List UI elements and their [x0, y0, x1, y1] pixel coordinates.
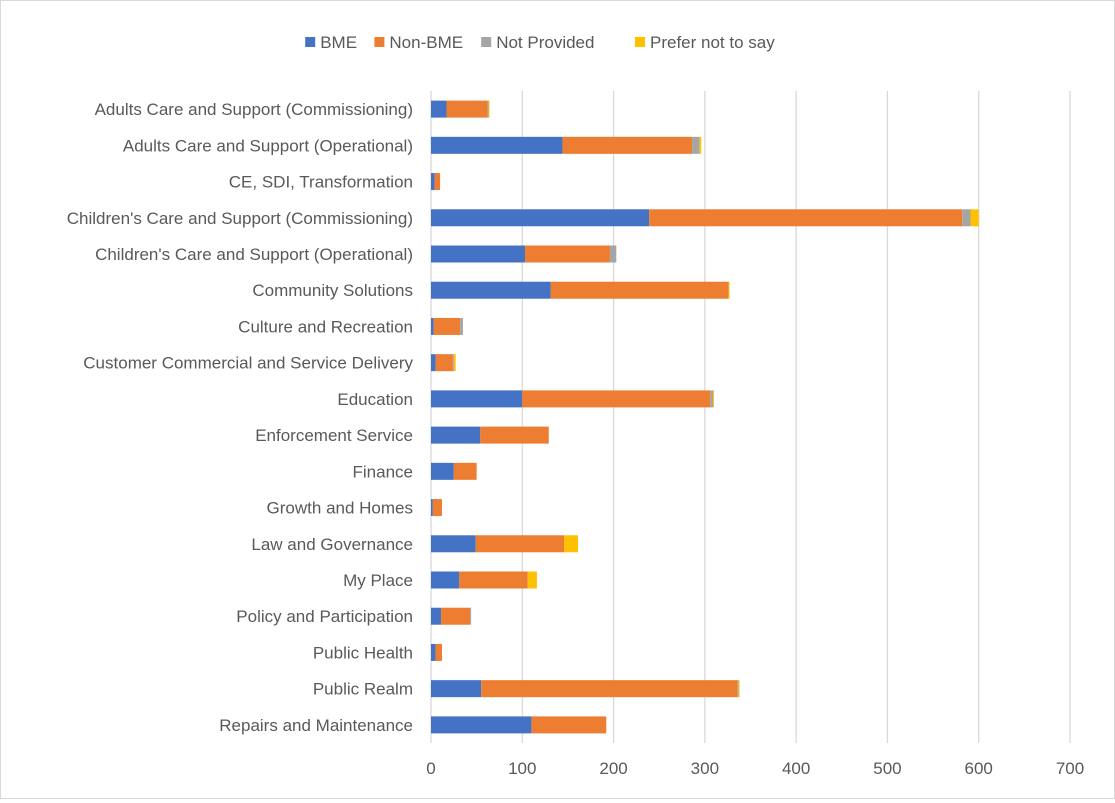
x-tick-label: 200 [599, 759, 627, 778]
bar-segment-non-bme [446, 100, 488, 118]
bar-segment-prefer-not-to-say [564, 535, 578, 553]
category-label: Growth and Homes [267, 499, 413, 518]
bar-segment-bme [431, 499, 433, 517]
bar-segment-not-provided [962, 209, 971, 227]
bar-segment-bme [431, 716, 532, 734]
bar-segment-non-bme [522, 390, 711, 408]
category-label: Policy and Participation [236, 607, 413, 626]
x-tick-label: 100 [508, 759, 536, 778]
bar-segment-non-bme [435, 354, 453, 372]
category-label: Public Health [313, 643, 413, 662]
bar-segment-prefer-not-to-say [728, 281, 730, 299]
bar-segment-not-provided [460, 317, 463, 335]
legend-label: Not Provided [496, 33, 594, 52]
category-label: Repairs and Maintenance [219, 716, 413, 735]
bar-segment-not-provided [609, 245, 617, 263]
x-tick-label: 300 [691, 759, 719, 778]
bar-segment-prefer-not-to-say [738, 680, 740, 698]
category-label: CE, SDI, Transformation [229, 173, 413, 192]
legend-label: Prefer not to say [650, 33, 775, 52]
category-label: Children's Care and Support (Operational… [95, 245, 413, 264]
category-label: Finance [353, 462, 413, 481]
bar-segment-not-provided [737, 680, 739, 698]
bar-segment-prefer-not-to-say [970, 209, 979, 227]
bar-segment-bme [431, 281, 551, 299]
category-label: Enforcement Service [255, 426, 413, 445]
bar-segment-not-provided [487, 100, 489, 118]
category-label: Children's Care and Support (Commissioni… [67, 209, 413, 228]
bar-segment-bme [431, 680, 482, 698]
bar-segment-bme [431, 535, 476, 553]
category-label: Customer Commercial and Service Delivery [83, 354, 413, 373]
category-label: Public Realm [313, 680, 413, 699]
bar-segment-prefer-not-to-say [699, 136, 702, 154]
bar-segment-non-bme [453, 462, 477, 480]
bar-segment-non-bme [432, 499, 442, 517]
category-label: My Place [343, 571, 413, 590]
bar-segment-bme [431, 643, 436, 661]
bar-segment-bme [431, 426, 481, 444]
bar-segment-non-bme [480, 426, 549, 444]
gridlines [430, 91, 1071, 743]
bar-segment-bme [431, 317, 434, 335]
bar-segment-prefer-not-to-say [713, 390, 714, 408]
bar-segment-bme [431, 607, 442, 625]
bar-segment-bme [431, 571, 460, 589]
category-label: Law and Governance [251, 535, 413, 554]
bar-segment-not-provided [452, 354, 454, 372]
x-tick-label: 400 [782, 759, 810, 778]
bar-segment-prefer-not-to-say [527, 571, 537, 589]
bar-segment-bme [431, 390, 523, 408]
bar-segment-bme [431, 354, 436, 372]
bar-segment-non-bme [434, 173, 441, 191]
bar-segment-non-bme [433, 317, 461, 335]
category-labels: Adults Care and Support (Commissioning) A… [67, 100, 414, 735]
x-tick-labels: 0 100 200 300 400 500 600 700 [426, 759, 1084, 778]
bar-segment-non-bme [441, 607, 471, 625]
bar-segment-non-bme [435, 643, 442, 661]
bar-segment-non-bme [562, 136, 693, 154]
bar-segment-bme [431, 462, 454, 480]
bar-segment-not-provided [692, 136, 700, 154]
bar-segment-non-bme [459, 571, 528, 589]
bar-segment-bme [431, 136, 563, 154]
bar-segment-non-bme [649, 209, 963, 227]
legend-label: BME [320, 33, 357, 52]
bar-segment-prefer-not-to-say [488, 100, 490, 118]
legend-swatch [305, 37, 316, 47]
bar-segment-non-bme [531, 716, 607, 734]
x-tick-label: 700 [1056, 759, 1084, 778]
category-label: Adults Care and Support (Commissioning) [95, 100, 413, 119]
legend-label: Non-BME [389, 33, 463, 52]
category-label: Adults Care and Support (Operational) [123, 136, 413, 155]
legend: BME Non-BME Not Provided Prefer not to say [305, 33, 775, 52]
bar-segment-non-bme [481, 680, 738, 698]
category-label: Education [337, 390, 413, 409]
bar-segment-prefer-not-to-say [453, 354, 456, 372]
legend-swatch [635, 37, 645, 47]
bars [431, 100, 979, 734]
bar-segment-non-bme [525, 245, 610, 263]
bar-segment-bme [431, 209, 650, 227]
bar-segment-non-bme [475, 535, 565, 553]
bar-segment-not-provided [470, 607, 472, 625]
bar-segment-bme [431, 173, 435, 191]
legend-swatch [481, 37, 492, 47]
bar-segment-bme [431, 100, 447, 118]
category-label: Community Solutions [252, 281, 413, 300]
x-tick-label: 600 [965, 759, 993, 778]
category-label: Culture and Recreation [238, 317, 413, 336]
bar-segment-bme [431, 245, 526, 263]
bar-segment-not-provided [710, 390, 714, 408]
legend-swatch [374, 37, 385, 47]
x-tick-label: 500 [873, 759, 901, 778]
bar-segment-non-bme [550, 281, 729, 299]
x-tick-label: 0 [426, 759, 435, 778]
